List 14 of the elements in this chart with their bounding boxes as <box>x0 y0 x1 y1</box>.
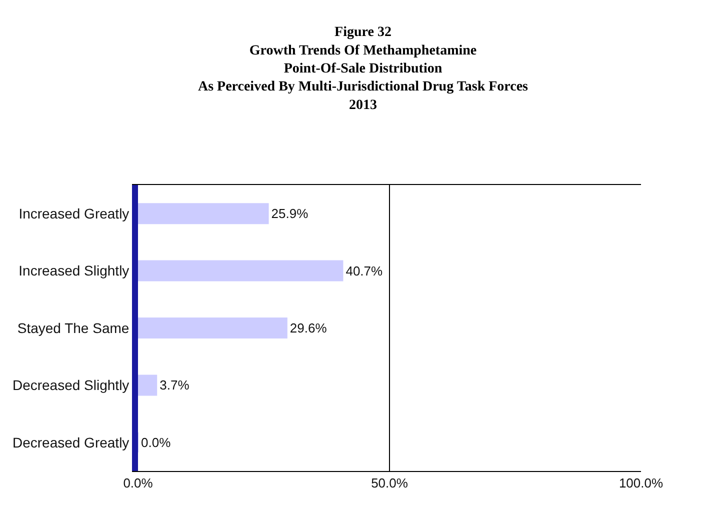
x-tick-label: 50.0% <box>371 476 408 491</box>
x-tick-label: 0.0% <box>123 476 154 491</box>
data-label: 29.6% <box>290 320 328 336</box>
y-tick-label: Decreased Greatly <box>12 434 130 450</box>
data-label: 0.0% <box>141 434 172 450</box>
data-label: 3.7% <box>160 378 190 393</box>
chart-title: Figure 32 Growth Trends Of Methamphetamine Point-Of-Sale Distribution As Perceived By Multi-Jurisdictional Drug Task Forces 2013 <box>198 25 529 113</box>
y-tick-label: Decreased Slightly <box>12 377 130 394</box>
y-tick-label: Increased Slightly <box>18 262 130 279</box>
data-label: 40.7% <box>346 263 384 278</box>
y-tick-label: Stayed The Same <box>17 320 130 336</box>
data-label: 25.9% <box>271 206 309 222</box>
x-tick-label: 100.0% <box>618 476 664 491</box>
y-tick-label: Increased Greatly <box>18 206 130 222</box>
